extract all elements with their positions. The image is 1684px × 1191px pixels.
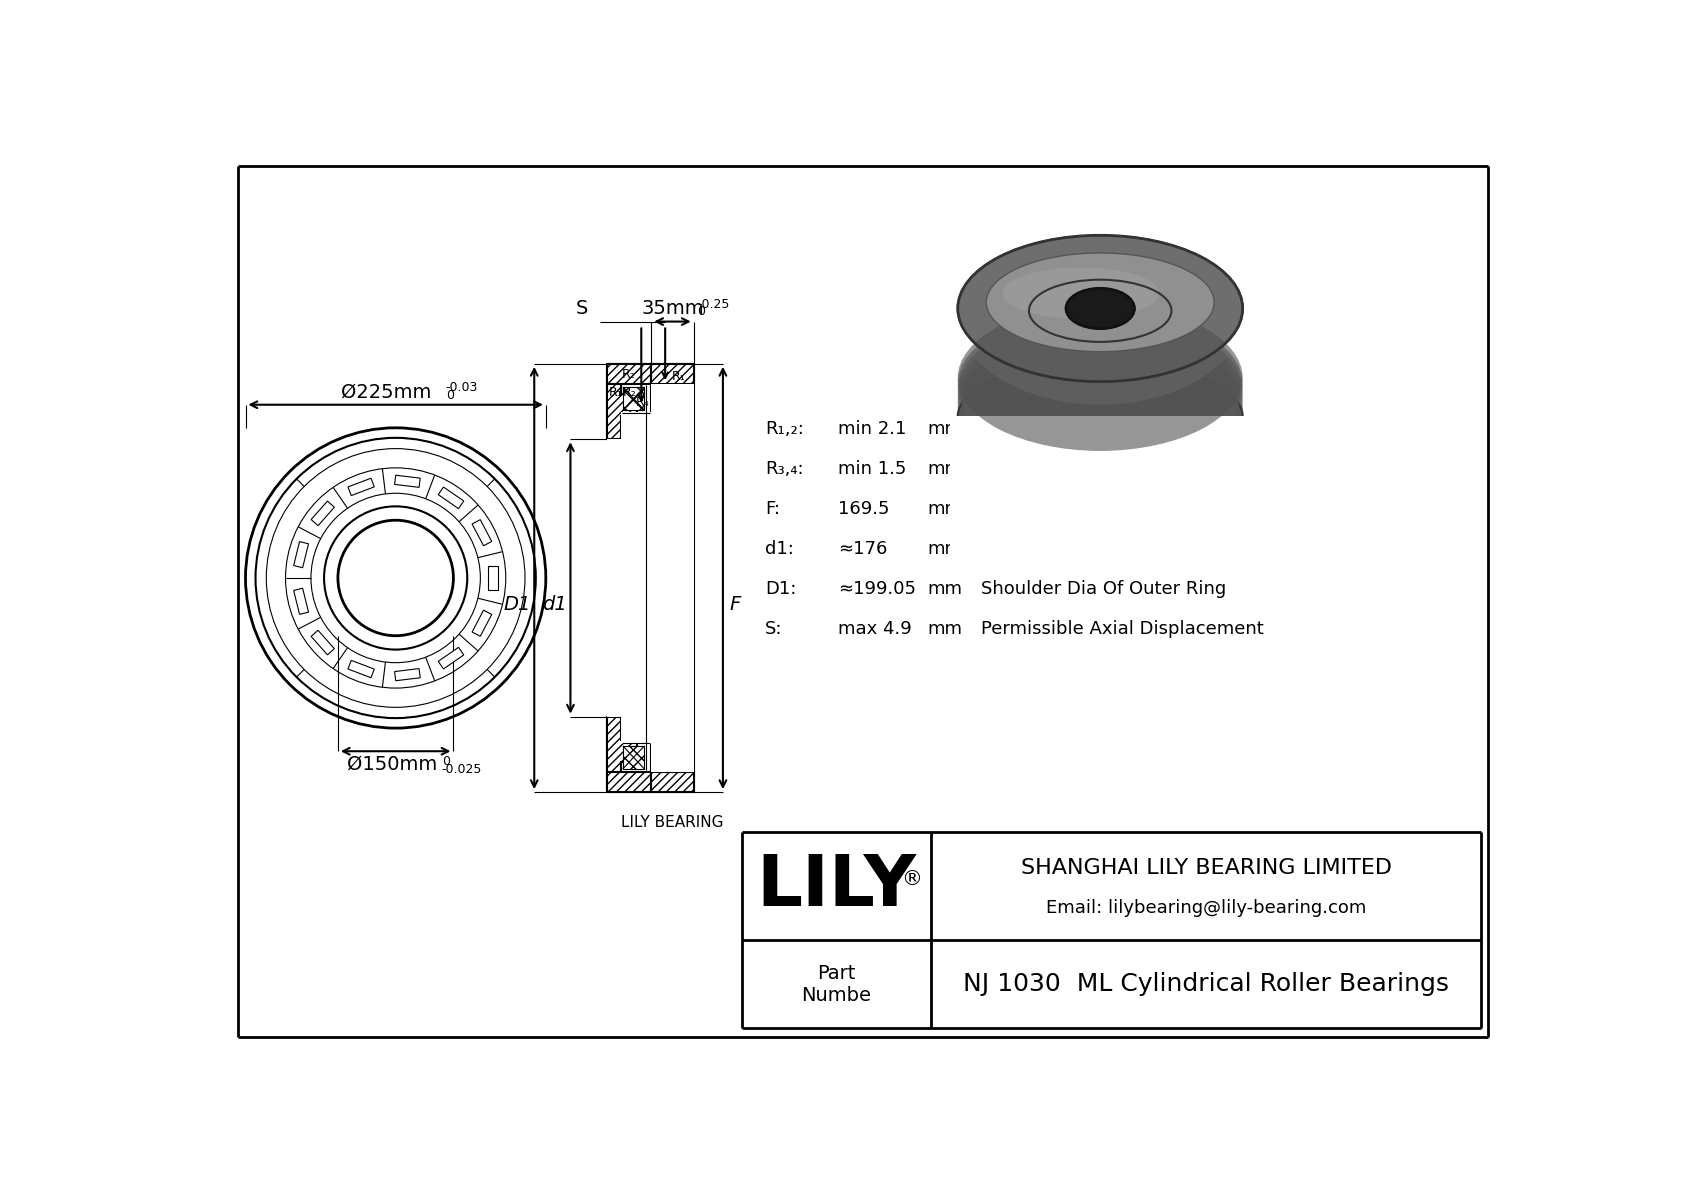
Text: S: S: [576, 299, 588, 318]
Text: R₁: R₁: [672, 370, 685, 384]
Bar: [950, 417, 1250, 562]
Text: 0: 0: [446, 388, 453, 401]
Bar: [652, 772, 694, 792]
Text: mm: mm: [926, 500, 962, 518]
Bar: [394, 475, 421, 487]
Text: R₂: R₂: [623, 386, 637, 399]
Bar: [438, 648, 463, 669]
Ellipse shape: [958, 332, 1243, 479]
Text: ®: ®: [901, 869, 923, 890]
Text: LILY BEARING: LILY BEARING: [621, 815, 724, 830]
Bar: [349, 660, 374, 678]
Text: SHANGHAI LILY BEARING LIMITED: SHANGHAI LILY BEARING LIMITED: [1021, 858, 1391, 878]
Text: F:: F:: [765, 500, 780, 518]
Text: Part
Numbe: Part Numbe: [802, 964, 872, 1005]
Text: Raceway Dia Of Inner Ring: Raceway Dia Of Inner Ring: [980, 500, 1223, 518]
Text: R₁: R₁: [610, 386, 623, 399]
Bar: [608, 772, 652, 792]
Bar: [623, 387, 645, 410]
Text: R₂: R₂: [621, 368, 637, 381]
Ellipse shape: [958, 343, 1243, 490]
Bar: [620, 412, 652, 744]
Text: d1: d1: [542, 596, 566, 615]
Text: R₁,₂:: R₁,₂:: [765, 420, 805, 438]
Bar: [394, 668, 421, 681]
Text: NJ 1030  ML Cylindrical Roller Bearings: NJ 1030 ML Cylindrical Roller Bearings: [963, 972, 1450, 996]
Text: mm: mm: [926, 460, 962, 478]
Ellipse shape: [958, 337, 1243, 484]
Text: min 1.5: min 1.5: [839, 460, 906, 478]
Ellipse shape: [987, 252, 1214, 351]
Ellipse shape: [958, 236, 1243, 381]
Ellipse shape: [958, 326, 1243, 473]
Bar: [488, 566, 498, 591]
Text: R₄: R₄: [637, 397, 650, 410]
Text: mm: mm: [926, 541, 962, 559]
Bar: [312, 501, 335, 525]
Bar: [608, 364, 652, 384]
Bar: [472, 519, 492, 545]
Text: F: F: [729, 596, 741, 615]
Ellipse shape: [1066, 288, 1135, 329]
Text: ≈176: ≈176: [839, 541, 887, 559]
Ellipse shape: [1002, 268, 1159, 319]
Bar: [312, 630, 335, 655]
Text: S:: S:: [765, 621, 783, 638]
Text: -0.025: -0.025: [441, 762, 482, 775]
Text: max 4.9: max 4.9: [839, 621, 913, 638]
Text: d1:: d1:: [765, 541, 795, 559]
Text: -0.03: -0.03: [446, 381, 478, 394]
Text: ≈199.05: ≈199.05: [839, 580, 916, 598]
Text: D1:: D1:: [765, 580, 797, 598]
Ellipse shape: [958, 316, 1243, 462]
Text: Shoulder Dia Of Outer Ring: Shoulder Dia Of Outer Ring: [980, 580, 1226, 598]
Text: 35mm: 35mm: [642, 299, 704, 318]
Ellipse shape: [958, 310, 1243, 456]
Text: min 2.1: min 2.1: [839, 420, 906, 438]
Text: mm: mm: [926, 580, 962, 598]
Text: 0: 0: [441, 755, 450, 768]
Ellipse shape: [953, 212, 1246, 405]
Bar: [608, 439, 620, 717]
Text: 169.5: 169.5: [839, 500, 889, 518]
Ellipse shape: [958, 322, 1243, 467]
Text: mm: mm: [926, 420, 962, 438]
Bar: [293, 588, 308, 615]
Bar: [472, 610, 492, 636]
Text: Email: lilybearing@lily-bearing.com: Email: lilybearing@lily-bearing.com: [1046, 899, 1366, 917]
Ellipse shape: [958, 305, 1243, 451]
Text: mm: mm: [926, 621, 962, 638]
Text: Ø225mm: Ø225mm: [342, 382, 431, 401]
Text: LILY: LILY: [756, 852, 916, 921]
Text: Permissible Axial Displacement: Permissible Axial Displacement: [980, 621, 1263, 638]
Text: Chamfer Dimension: Chamfer Dimension: [980, 460, 1160, 478]
Bar: [349, 479, 374, 495]
Text: Ø150mm: Ø150mm: [347, 755, 436, 774]
Ellipse shape: [958, 361, 1243, 472]
Text: R₃,₄:: R₃,₄:: [765, 460, 803, 478]
Bar: [652, 384, 694, 772]
Text: -0.25: -0.25: [697, 298, 729, 311]
Bar: [652, 364, 694, 384]
Bar: [623, 746, 645, 769]
Text: R₃: R₃: [653, 386, 667, 399]
Bar: [293, 542, 308, 568]
Text: Shoulder Dia Of Inner Ring: Shoulder Dia Of Inner Ring: [980, 541, 1221, 559]
Bar: [438, 487, 463, 509]
Text: Chamfer Dimension: Chamfer Dimension: [980, 420, 1160, 438]
Text: 0: 0: [697, 305, 706, 318]
Text: D1: D1: [504, 596, 530, 615]
Polygon shape: [608, 384, 638, 439]
Polygon shape: [608, 717, 638, 772]
